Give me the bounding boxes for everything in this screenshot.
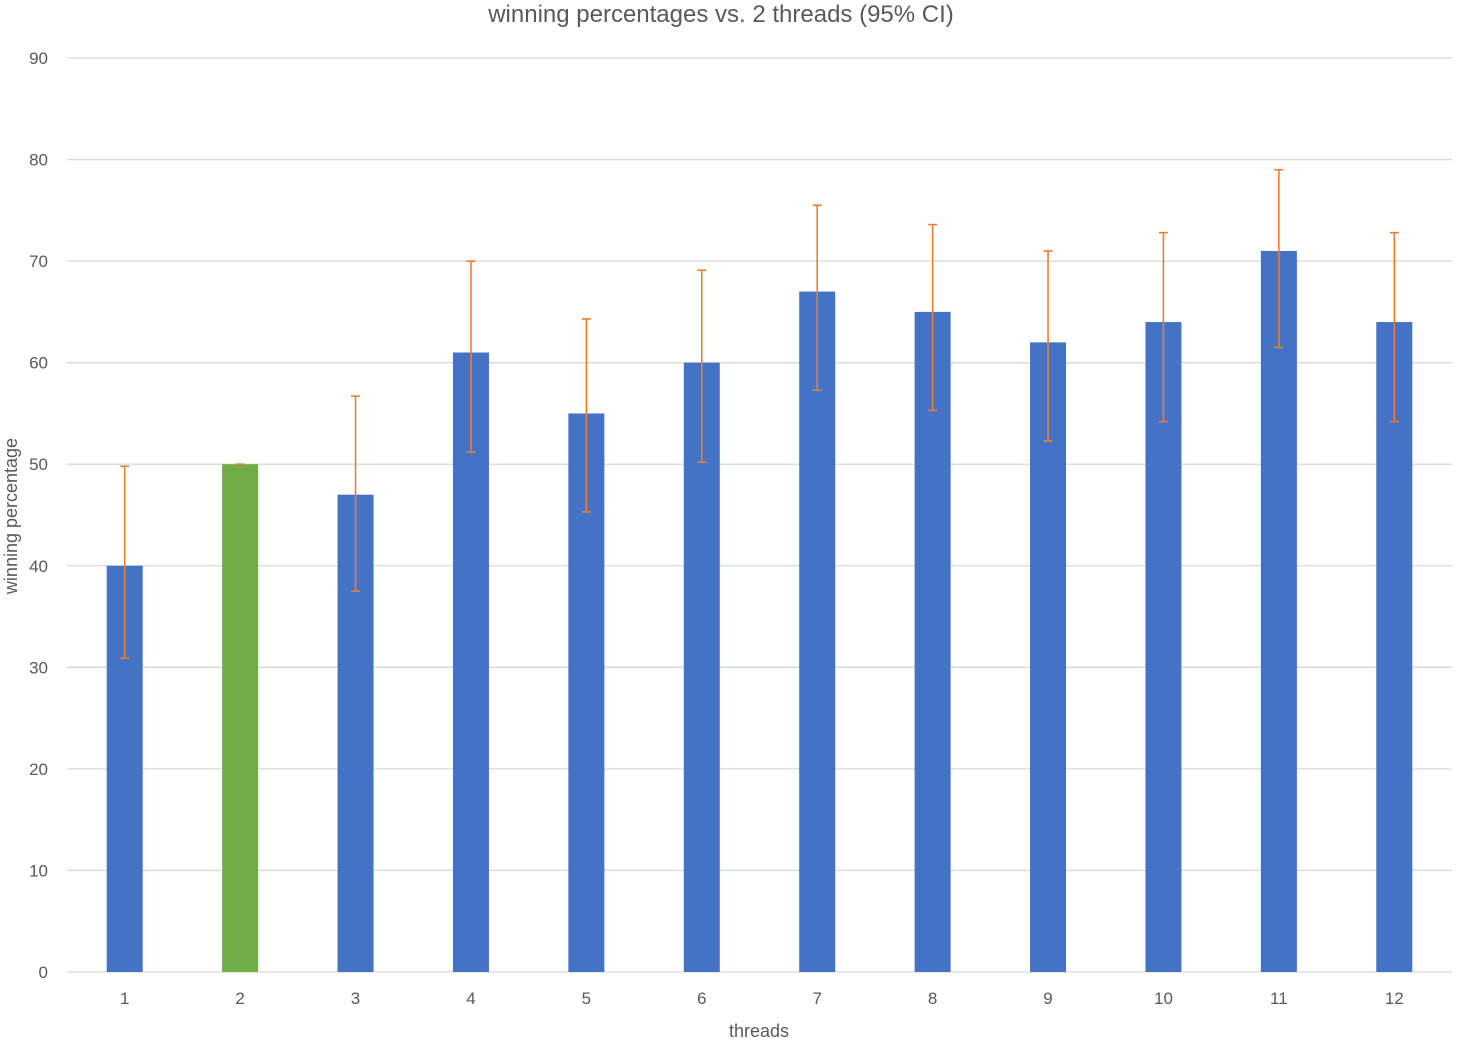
x-tick-label: 1 xyxy=(120,989,129,1008)
bar xyxy=(914,311,951,972)
error-bar xyxy=(1043,250,1053,442)
x-tick-label: 2 xyxy=(235,989,244,1008)
chart-title: winning percentages vs. 2 threads (95% C… xyxy=(487,1,954,28)
error-bar xyxy=(581,318,591,513)
y-tick-label: 70 xyxy=(29,252,48,271)
bar xyxy=(452,352,489,972)
y-tick-label: 50 xyxy=(29,455,48,474)
error-bars xyxy=(120,168,1399,659)
y-tick-label: 90 xyxy=(29,49,48,68)
x-tick-label: 3 xyxy=(351,989,360,1008)
error-bar xyxy=(928,223,938,412)
bar xyxy=(222,464,259,972)
y-axis-ticks: 0 10 20 30 40 50 60 70 80 90 xyxy=(29,49,48,982)
gridlines xyxy=(67,57,1452,973)
error-bar xyxy=(351,395,361,592)
y-tick-label: 10 xyxy=(29,861,48,880)
x-tick-label: 6 xyxy=(697,989,706,1008)
y-tick-label: 80 xyxy=(29,151,48,170)
y-tick-label: 20 xyxy=(29,760,48,779)
x-tick-label: 12 xyxy=(1385,989,1404,1008)
x-tick-label: 8 xyxy=(928,989,937,1008)
y-tick-label: 0 xyxy=(39,963,48,982)
bar xyxy=(1145,322,1182,972)
error-bar xyxy=(120,465,130,659)
error-bar xyxy=(697,269,707,463)
error-bar xyxy=(466,260,476,453)
x-tick-label: 9 xyxy=(1043,989,1052,1008)
bar xyxy=(1376,322,1413,972)
bar xyxy=(1260,250,1297,972)
x-tick-label: 7 xyxy=(812,989,821,1008)
bar xyxy=(1030,342,1067,972)
error-bar xyxy=(1158,231,1168,423)
x-tick-label: 10 xyxy=(1154,989,1173,1008)
x-axis-ticks: 1 2 3 4 5 6 7 8 9 10 11 12 xyxy=(120,989,1404,1008)
y-tick-label: 40 xyxy=(29,557,48,576)
error-bar xyxy=(1274,168,1284,349)
bar xyxy=(683,362,720,973)
error-bar xyxy=(812,204,822,391)
y-tick-label: 60 xyxy=(29,354,48,373)
y-axis-title: winning percentage xyxy=(1,438,21,595)
error-bar xyxy=(1389,231,1399,423)
x-tick-label: 4 xyxy=(466,989,475,1008)
x-tick-label: 5 xyxy=(582,989,591,1008)
x-axis-title: threads xyxy=(729,1021,789,1040)
y-tick-label: 30 xyxy=(29,658,48,677)
bars xyxy=(106,250,1413,973)
bar xyxy=(799,291,836,973)
x-tick-label: 11 xyxy=(1270,989,1288,1008)
